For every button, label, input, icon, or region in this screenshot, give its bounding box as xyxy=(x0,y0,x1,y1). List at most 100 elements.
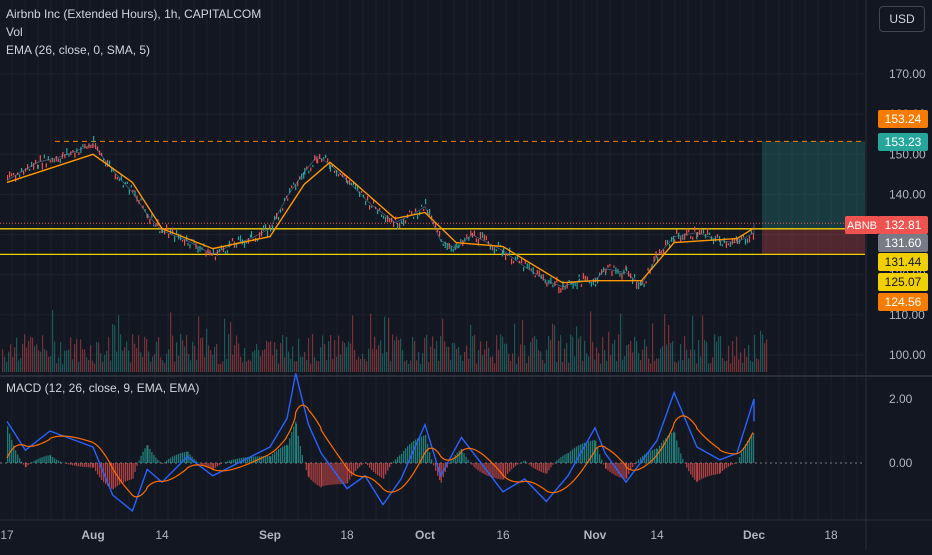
volume-bar xyxy=(226,359,227,372)
volume-bar xyxy=(478,350,479,372)
price-candle xyxy=(263,225,264,230)
volume-bar xyxy=(548,336,549,372)
price-candle xyxy=(40,155,41,161)
price-candle xyxy=(449,243,450,249)
volume-bar xyxy=(618,335,619,372)
volume-bar xyxy=(388,318,389,372)
macd-hist-bar xyxy=(715,463,716,474)
volume-bar xyxy=(248,360,249,372)
position-profit-zone[interactable] xyxy=(762,141,865,228)
macd-hist-bar xyxy=(732,463,733,465)
macd-legend[interactable]: MACD (12, 26, close, 9, EMA, EMA) xyxy=(6,381,199,395)
volume-bar xyxy=(280,343,281,372)
symbol-tag[interactable]: ABNB xyxy=(845,216,879,234)
volume-bar xyxy=(756,358,757,372)
volume-bar xyxy=(486,341,487,372)
macd-hist-bar xyxy=(29,463,30,464)
volume-bar xyxy=(24,334,25,372)
volume-bar xyxy=(214,347,215,372)
price-label[interactable]: 131.44 xyxy=(878,253,928,271)
macd-hist-bar xyxy=(701,463,702,479)
currency-button[interactable]: USD xyxy=(879,6,925,32)
macd-hist-bar xyxy=(407,446,408,463)
price-candle xyxy=(205,251,206,256)
volume-bar xyxy=(390,361,391,372)
volume-bar xyxy=(38,350,39,372)
price-candle xyxy=(82,144,83,147)
volume-bar xyxy=(742,363,743,372)
price-candle xyxy=(78,152,79,155)
price-label[interactable]: 132.81 xyxy=(878,216,928,234)
price-series[interactable] xyxy=(7,136,754,293)
price-candle xyxy=(560,288,561,292)
volume-bar xyxy=(300,357,301,372)
macd-hist-bar xyxy=(533,463,534,468)
macd-hist-bar xyxy=(537,463,538,470)
time-axis-tick: 16 xyxy=(496,528,510,542)
macd-hist-bar xyxy=(676,440,677,463)
macd-hist-bar xyxy=(343,463,344,484)
chart-title[interactable]: Airbnb Inc (Extended Hours), 1h, CAPITAL… xyxy=(6,7,261,21)
price-candle xyxy=(338,174,339,176)
price-candle xyxy=(591,282,592,287)
price-candle xyxy=(593,279,594,286)
macd-hist-bar xyxy=(552,463,553,465)
price-candle xyxy=(293,183,294,185)
volume-bar xyxy=(716,342,717,372)
macd-hist-bar xyxy=(739,457,740,463)
volume-legend[interactable]: Vol xyxy=(6,25,23,39)
time-axis-tick: Aug xyxy=(81,528,104,542)
volume-bar xyxy=(240,357,241,372)
macd-hist-bar xyxy=(560,457,561,463)
ema-legend[interactable]: EMA (26, close, 0, SMA, 5) xyxy=(6,43,150,57)
macd-hist-bar xyxy=(505,463,506,476)
ema-line[interactable] xyxy=(7,154,754,282)
price-label[interactable]: 153.24 xyxy=(878,110,928,128)
volume-bar xyxy=(2,349,3,372)
price-label-text: 153.24 xyxy=(885,112,922,126)
price-candle xyxy=(621,273,622,280)
volume-bar xyxy=(180,334,181,372)
macd-hist-bar xyxy=(607,463,608,470)
volume-bar xyxy=(212,355,213,372)
pane-separator[interactable] xyxy=(0,375,932,377)
macd-hist-bar xyxy=(632,463,633,467)
macd-hist-bar xyxy=(451,461,452,463)
volume-bar xyxy=(552,324,553,372)
price-label[interactable]: 153.23 xyxy=(878,133,928,151)
macd-hist-bar xyxy=(562,456,563,463)
macd-hist-bar xyxy=(429,452,430,463)
volume-bar xyxy=(266,341,267,372)
macd-hist-bar xyxy=(300,446,301,463)
volume-bar xyxy=(672,341,673,372)
macd-hist-bar xyxy=(609,463,610,472)
symbol-tag-text: ABNB xyxy=(847,220,877,232)
price-label-text: 125.07 xyxy=(885,275,922,289)
volume-bar xyxy=(410,360,411,372)
price-candle xyxy=(583,273,584,279)
time-axis-tick: Dec xyxy=(743,528,765,542)
volume-bar xyxy=(138,335,139,372)
volume-bar xyxy=(12,357,13,372)
volume-bar xyxy=(162,360,163,372)
macd-hist-bar xyxy=(473,463,474,467)
macd-hist-bar xyxy=(363,463,364,464)
macd-hist-bar xyxy=(359,463,360,467)
volume-bar xyxy=(494,363,495,372)
price-label[interactable]: 131.60 xyxy=(878,234,928,252)
volume-bar xyxy=(490,357,491,372)
price-label[interactable]: 125.07 xyxy=(878,273,928,291)
volume-bar xyxy=(152,356,153,372)
macd-hist-bar xyxy=(319,463,320,486)
volume-bar xyxy=(208,346,209,372)
volume-bar xyxy=(616,361,617,372)
volume-bar xyxy=(74,344,75,372)
price-candle xyxy=(694,227,695,232)
price-label[interactable]: 124.56 xyxy=(878,293,928,311)
volume-bar xyxy=(722,358,723,372)
macd-hist-bar xyxy=(172,456,173,463)
price-candle xyxy=(701,230,702,234)
volume-bar xyxy=(314,357,315,372)
